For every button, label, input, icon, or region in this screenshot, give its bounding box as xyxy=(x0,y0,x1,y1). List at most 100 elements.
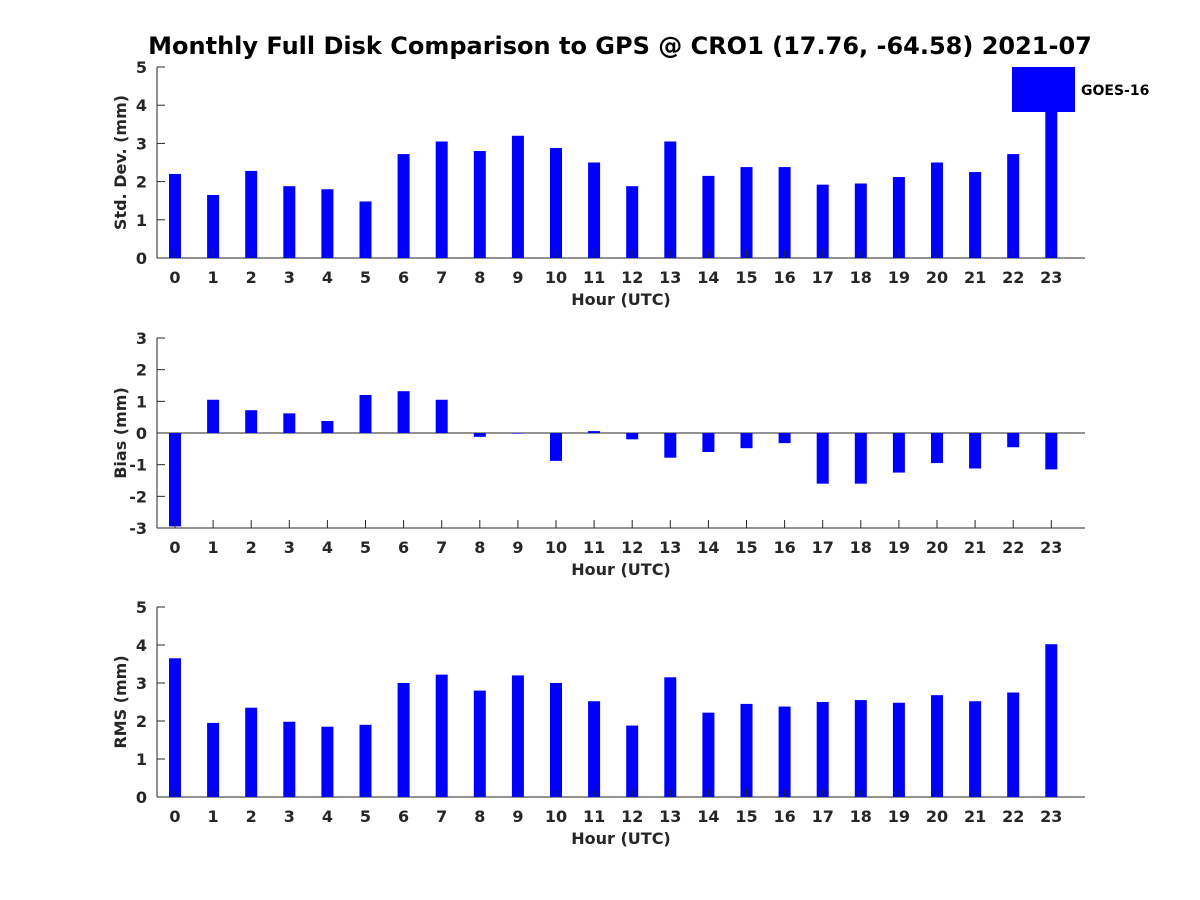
x-tick-label: 4 xyxy=(322,538,333,557)
bar-std-hour-10 xyxy=(550,147,562,258)
x-axis-label: Hour (UTC) xyxy=(571,560,671,579)
bar-std-hour-1 xyxy=(207,194,220,258)
bar-rms-hour-1 xyxy=(207,722,220,797)
x-tick-label: 13 xyxy=(659,268,681,287)
bar-rms-hour-17 xyxy=(816,702,829,797)
y-tick-label: 0 xyxy=(136,249,147,268)
bar-rms-hour-2 xyxy=(245,707,258,797)
x-tick-label: 8 xyxy=(474,268,485,287)
x-tick-label: 1 xyxy=(208,807,219,826)
bar-std-hour-5 xyxy=(359,201,372,258)
x-axis-label: Hour (UTC) xyxy=(571,290,671,309)
bar-bias-hour-16 xyxy=(778,433,791,444)
x-tick-label: 15 xyxy=(735,538,757,557)
x-tick-label: 4 xyxy=(322,268,333,287)
bar-bias-hour-1 xyxy=(207,399,220,433)
x-tick-label: 16 xyxy=(773,807,795,826)
x-tick-label: 19 xyxy=(888,807,910,826)
x-tick-label: 15 xyxy=(735,268,757,287)
bar-bias-hour-21 xyxy=(969,433,982,469)
y-axis-label: Bias (mm) xyxy=(111,387,130,479)
x-tick-label: 20 xyxy=(926,807,948,826)
y-tick-label: 4 xyxy=(136,96,147,115)
bar-std-hour-12 xyxy=(626,186,639,258)
x-tick-label: 0 xyxy=(169,538,180,557)
bar-std-hour-9 xyxy=(511,135,524,258)
y-tick-label: 3 xyxy=(136,329,147,348)
bar-bias-hour-2 xyxy=(245,410,258,433)
x-tick-label: 8 xyxy=(474,807,485,826)
bar-bias-hour-20 xyxy=(931,433,943,464)
y-tick-label: -2 xyxy=(129,487,147,506)
bar-bias-hour-7 xyxy=(435,399,448,433)
bar-bias-hour-15 xyxy=(740,433,753,449)
x-tick-label: 23 xyxy=(1040,268,1062,287)
x-tick-label: 4 xyxy=(322,807,333,826)
x-tick-label: 20 xyxy=(926,268,948,287)
y-tick-label: 4 xyxy=(136,636,147,655)
bar-rms-hour-16 xyxy=(778,706,791,797)
x-tick-label: 3 xyxy=(284,538,295,557)
x-tick-label: 5 xyxy=(360,268,371,287)
x-tick-label: 13 xyxy=(659,538,681,557)
bar-bias-hour-0 xyxy=(169,433,181,527)
bar-std-hour-21 xyxy=(969,172,982,258)
x-tick-label: 23 xyxy=(1040,807,1062,826)
bar-bias-hour-23 xyxy=(1045,433,1058,470)
bar-std-hour-4 xyxy=(321,189,334,258)
y-axis-label: Std. Dev. (mm) xyxy=(111,95,130,230)
x-tick-label: 16 xyxy=(773,268,795,287)
x-tick-label: 10 xyxy=(545,538,567,557)
x-tick-label: 3 xyxy=(284,268,295,287)
x-tick-label: 18 xyxy=(850,538,872,557)
bar-bias-hour-17 xyxy=(816,433,829,484)
y-tick-label: 1 xyxy=(136,392,147,411)
y-tick-label: 0 xyxy=(136,424,147,443)
x-tick-label: 1 xyxy=(208,268,219,287)
x-tick-label: 7 xyxy=(436,268,447,287)
x-tick-label: 14 xyxy=(697,538,719,557)
x-tick-label: 21 xyxy=(964,807,986,826)
bar-bias-hour-4 xyxy=(321,420,334,433)
bar-bias-hour-14 xyxy=(702,433,715,452)
bar-std-hour-16 xyxy=(778,167,791,258)
x-tick-label: 9 xyxy=(512,268,523,287)
x-tick-label: 17 xyxy=(812,268,834,287)
bar-std-hour-20 xyxy=(931,162,943,258)
x-tick-label: 6 xyxy=(398,807,409,826)
bar-bias-hour-11 xyxy=(588,431,601,433)
y-tick-label: 5 xyxy=(136,598,147,617)
x-tick-label: 21 xyxy=(964,538,986,557)
x-tick-label: 8 xyxy=(474,538,485,557)
bar-rms-hour-8 xyxy=(473,690,486,797)
x-tick-label: 0 xyxy=(169,807,180,826)
bar-std-hour-15 xyxy=(740,167,753,258)
bar-bias-hour-3 xyxy=(283,413,296,433)
x-axis-label: Hour (UTC) xyxy=(571,829,671,848)
x-tick-label: 2 xyxy=(246,807,257,826)
x-tick-label: 5 xyxy=(360,538,371,557)
bar-rms-hour-3 xyxy=(283,721,296,797)
bar-std-hour-18 xyxy=(854,183,867,258)
x-tick-label: 17 xyxy=(812,538,834,557)
x-tick-label: 9 xyxy=(512,538,523,557)
y-tick-label: -3 xyxy=(129,519,147,538)
bar-std-hour-17 xyxy=(816,184,829,258)
bar-rms-hour-21 xyxy=(969,701,982,797)
bar-std-hour-7 xyxy=(435,141,448,258)
bar-bias-hour-6 xyxy=(397,391,410,433)
bar-std-hour-3 xyxy=(283,186,296,258)
x-tick-label: 22 xyxy=(1002,268,1024,287)
bar-rms-hour-22 xyxy=(1007,692,1020,797)
y-tick-label: 3 xyxy=(136,134,147,153)
bar-std-hour-19 xyxy=(892,177,905,258)
x-tick-label: 12 xyxy=(621,538,643,557)
x-tick-label: 10 xyxy=(545,268,567,287)
x-tick-label: 16 xyxy=(773,538,795,557)
x-tick-label: 22 xyxy=(1002,538,1024,557)
bar-rms-hour-11 xyxy=(588,701,601,797)
x-tick-label: 10 xyxy=(545,807,567,826)
bar-rms-hour-18 xyxy=(854,700,867,797)
